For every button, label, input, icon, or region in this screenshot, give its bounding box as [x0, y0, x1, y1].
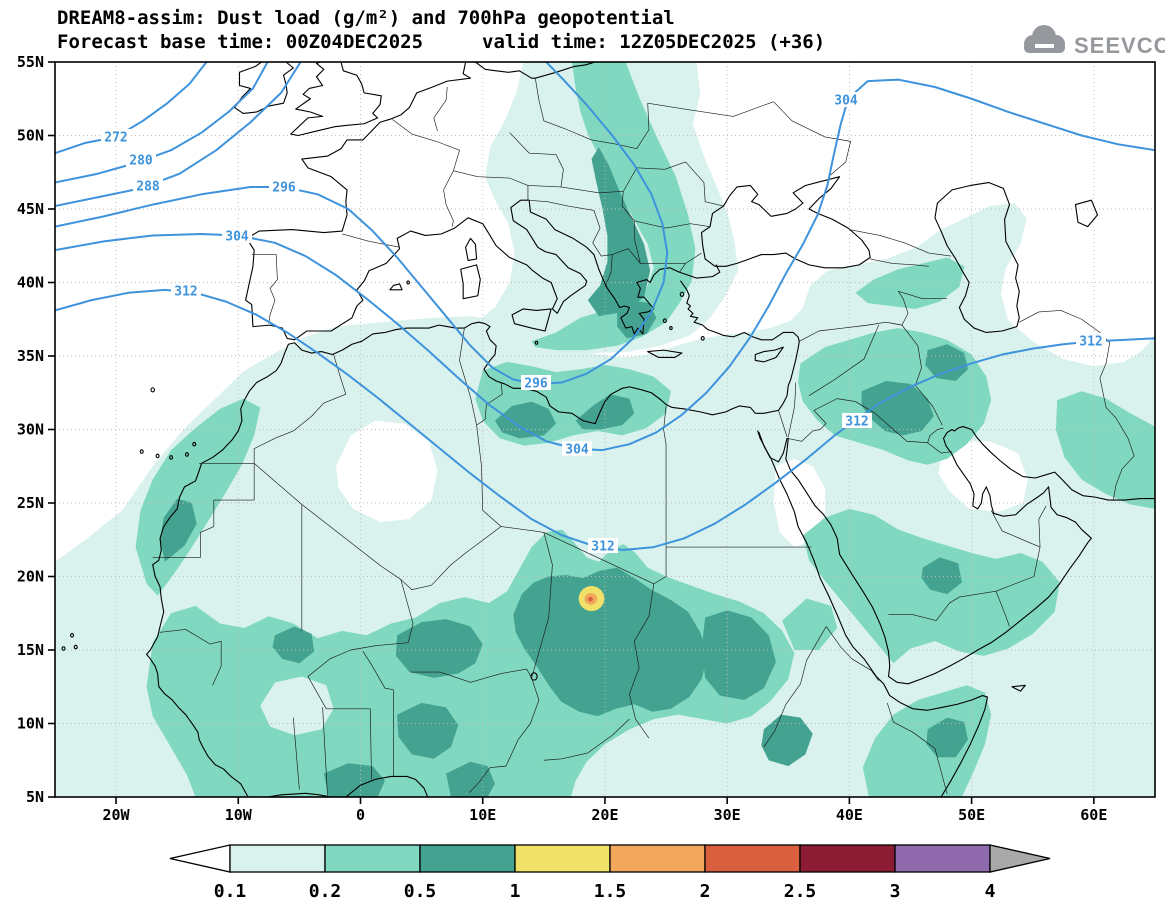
- contour-280: [55, 62, 268, 183]
- y-tick-label: 50N: [17, 127, 44, 145]
- colorbar-segment-2: [704, 844, 801, 873]
- y-tick-label: 40N: [17, 274, 44, 292]
- y-tick-label: 25N: [17, 494, 44, 512]
- colorbar-tick-label: 0.5: [404, 881, 437, 902]
- x-tick-label: 40E: [836, 806, 863, 824]
- logo-text: SEEVCCC: [1074, 33, 1165, 58]
- contour-label: 304: [834, 94, 858, 109]
- contour-label: 312: [591, 540, 614, 555]
- x-tick-label: 50E: [958, 806, 985, 824]
- colorbar-segment-0.1: [229, 844, 326, 873]
- y-tick-label: 45N: [17, 200, 44, 218]
- contour-label-gap: [842, 413, 872, 428]
- y-tick-label: 10N: [17, 715, 44, 733]
- x-tick-label: 0: [356, 806, 365, 824]
- colorbar-tick-label: 2: [700, 881, 711, 902]
- y-tick-label: 20N: [17, 568, 44, 586]
- y-tick-label: 15N: [17, 641, 44, 659]
- x-tick-label: 30E: [714, 806, 741, 824]
- colorbar-segment-2.5: [799, 844, 896, 873]
- dust-hotspot-2: [588, 596, 593, 602]
- contour-288: [55, 62, 301, 206]
- y-tick-label: 30N: [17, 421, 44, 439]
- contour-label-gap: [831, 92, 861, 107]
- y-tick-label: 5N: [26, 788, 44, 806]
- contour-label-gap: [588, 538, 618, 553]
- contour-304: [55, 80, 1155, 450]
- contour-272: [55, 62, 207, 153]
- seevccc-logo: SEEVCCC: [1024, 25, 1165, 58]
- colorbar-overflow-arrow: [989, 844, 1051, 873]
- colorbar-tick-label: 0.1: [214, 881, 247, 902]
- contour-label: 288: [136, 180, 160, 195]
- x-tick-label: 20W: [103, 806, 131, 824]
- contour-label-gap: [101, 129, 131, 144]
- x-tick-label: 10E: [469, 806, 496, 824]
- cloud-icon: [1024, 25, 1065, 53]
- x-tick-label: 20E: [591, 806, 618, 824]
- contour-label: 312: [845, 415, 868, 430]
- contour-label: 304: [565, 443, 589, 458]
- contour-label-gap: [171, 283, 201, 298]
- map-frame: [54, 61, 1156, 798]
- contour-label-gap: [269, 179, 299, 194]
- contour-label: 312: [1079, 335, 1102, 350]
- contour-label: 296: [524, 377, 548, 392]
- contour-label-gap: [521, 375, 551, 390]
- contour-label: 296: [272, 181, 296, 196]
- y-tick-label: 55N: [17, 53, 44, 71]
- contour-label-gap: [222, 228, 252, 243]
- dust-colorbar: 0.1 0.2 0.5 1 1.5 2 2.5 3 4: [169, 844, 1051, 902]
- axes: 20W 10W 0 10E 20E 30E 40E 50E 60E 5N 10N 15N 20N 25N 3…: [17, 53, 1107, 824]
- colorbar-tick-label: 0.2: [309, 881, 342, 902]
- valid-time: valid time: 12Z05DEC2025 (+36): [482, 31, 825, 53]
- contour-label-gap: [562, 441, 592, 456]
- x-tick-label: 60E: [1080, 806, 1107, 824]
- contour-label: 312: [174, 285, 197, 300]
- colorbar-tick-label: 2.5: [784, 881, 817, 902]
- colorbar-segment-0.5: [419, 844, 516, 873]
- coastlines: [62, 62, 1155, 797]
- colorbar-segment-1: [514, 844, 611, 873]
- colorbar-tick-label: 4: [985, 881, 996, 902]
- contour-label: 304: [225, 230, 249, 245]
- dust-shading: [55, 62, 1155, 797]
- colorbar-segment-1.5: [609, 844, 706, 873]
- colorbar-tick-label: 3: [890, 881, 901, 902]
- forecast-base-time: Forecast base time: 00Z04DEC2025: [57, 31, 423, 53]
- contour-label-gap: [126, 152, 156, 167]
- colorbar-tick-label: 1.5: [594, 881, 627, 902]
- colorbar-segment-0.2: [324, 844, 421, 873]
- x-tick-label: 10W: [225, 806, 253, 824]
- colorbar-tick-label: 1: [510, 881, 521, 902]
- colorbar-underflow-arrow: [169, 844, 231, 873]
- contour-312: [55, 290, 1155, 550]
- page-title: DREAM8-assim: Dust load (g/m²) and 700hP…: [57, 7, 675, 29]
- country-borders: [153, 78, 1134, 795]
- contour-label-gap: [133, 178, 163, 193]
- contour-label: 272: [104, 131, 127, 146]
- colorbar-segment-3: [894, 844, 991, 873]
- dust-light-patch: [260, 676, 334, 736]
- contour-label: 280: [129, 154, 153, 169]
- y-tick-label: 35N: [17, 347, 44, 365]
- contour-label-gap: [1076, 333, 1106, 348]
- dust-layer-0.5: [160, 147, 968, 797]
